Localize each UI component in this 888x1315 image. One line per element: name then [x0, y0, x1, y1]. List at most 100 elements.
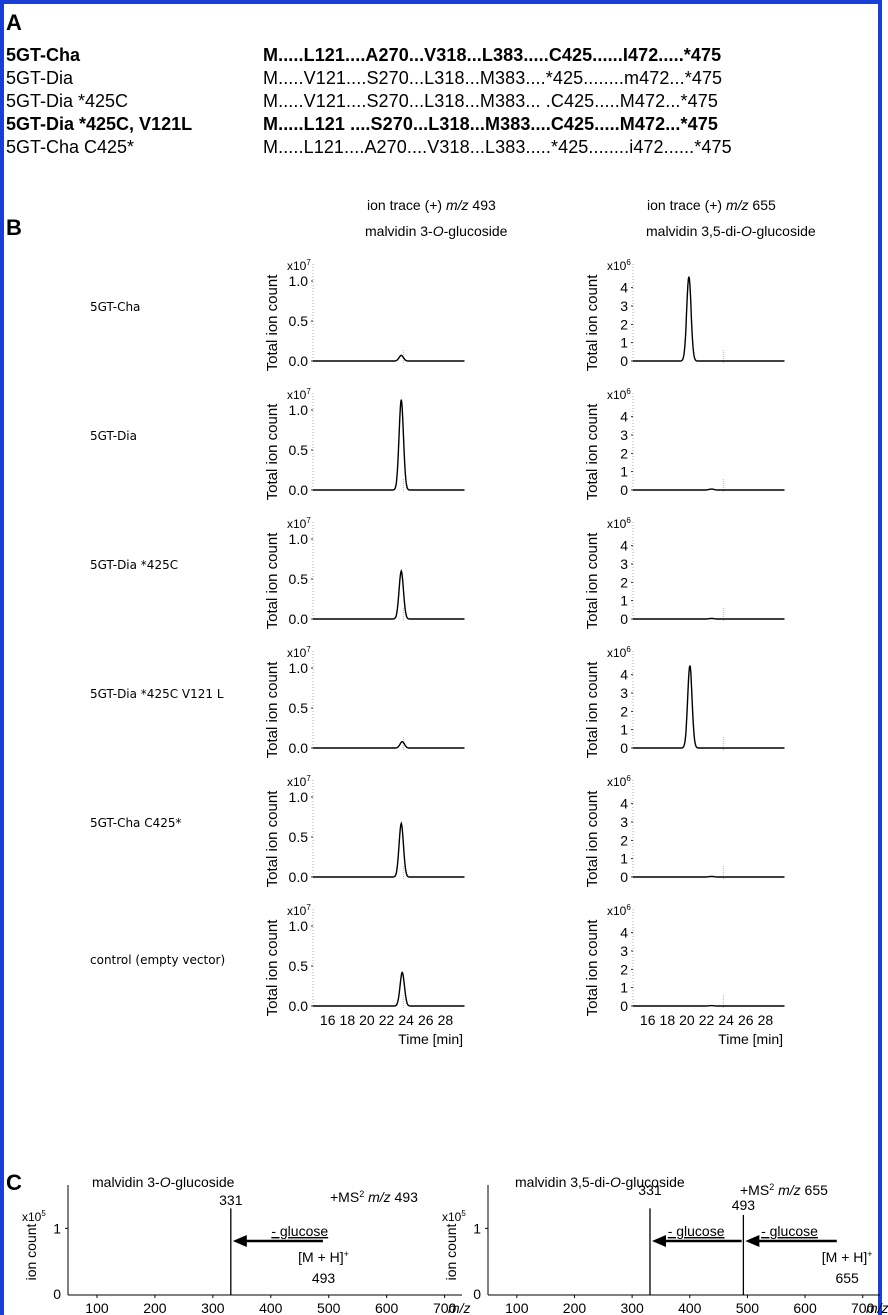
y-tick-label: 1.0 [289, 918, 309, 934]
row-label: 5GT-Cha C425* [90, 816, 182, 830]
y-scale-exponent: x107 [287, 903, 311, 918]
y-tick-label: 3 [620, 556, 628, 572]
y-tick-label: 3 [620, 814, 628, 830]
panel-label-b: B [6, 215, 22, 240]
trace-line [313, 354, 465, 362]
y-scale-exponent: x107 [287, 387, 311, 402]
ion-label: [M + H]+ [298, 1249, 349, 1265]
y-scale-exponent: x106 [607, 258, 631, 273]
x-axis-unit: m/z [448, 1300, 471, 1315]
column-header-1-line1: ion trace (+) m/z 493 [367, 197, 496, 213]
trace-line [313, 569, 465, 620]
x-tick-label: 500 [317, 1300, 341, 1315]
y-scale-exponent: x106 [607, 645, 631, 660]
panel-label-a: A [6, 10, 22, 35]
y-tick-label: 3 [620, 685, 628, 701]
y-tick-label: 0.0 [289, 611, 309, 627]
panel-b-charts: ion trace (+) m/z 493 malvidin 3-O-glucos… [90, 197, 816, 1047]
y-tick-label: 1 [620, 593, 628, 609]
y-tick-label: 0.0 [289, 482, 309, 498]
x-tick-label: 200 [143, 1300, 167, 1315]
y-tick-label: 1.0 [289, 789, 309, 805]
x-tick-label: 300 [620, 1300, 644, 1315]
construct-sequence: M.....L121....A270....V318...L383.....*4… [263, 137, 732, 157]
x-axis-unit: m/z [866, 1300, 888, 1315]
y-tick-label: 4 [620, 409, 628, 425]
x-tick-label: 20 [679, 1012, 695, 1028]
arrow-head [651, 1235, 666, 1247]
construct-name: 5GT-Dia *425C, V121L [6, 114, 193, 134]
y-tick-label: 0.5 [289, 700, 309, 716]
y-scale-exponent: x106 [607, 387, 631, 402]
y-axis-label: Total ion count [584, 790, 601, 888]
x-tick-label: 18 [660, 1012, 676, 1028]
y-axis-label: Total ion count [264, 532, 281, 630]
trace-line [313, 399, 465, 491]
x-tick-label: 100 [85, 1300, 109, 1315]
y-axis-label: Total ion count [584, 274, 601, 372]
panel-label-c: C [6, 1170, 22, 1195]
trace-line [313, 821, 465, 878]
x-tick-label: 600 [793, 1300, 817, 1315]
y-tick-label: 3 [620, 427, 628, 443]
row-label: 5GT-Dia *425C V121 L [90, 687, 224, 701]
x-tick-label: 22 [379, 1012, 395, 1028]
spectrum-title: malvidin 3-O-glucoside [92, 1174, 235, 1190]
construct-name: 5GT-Cha [6, 45, 81, 65]
ion-mz-label: 493 [312, 1270, 336, 1286]
y-tick-label: 0 [53, 1286, 61, 1302]
x-tick-label: 300 [201, 1300, 225, 1315]
y-tick-label: 0.0 [289, 869, 309, 885]
y-tick-label: 1 [620, 464, 628, 480]
arrow-label: - glucose [668, 1223, 725, 1239]
y-tick-label: 4 [620, 280, 628, 296]
y-tick-label: 0.5 [289, 958, 309, 974]
column-header-2-line1: ion trace (+) m/z 655 [647, 197, 776, 213]
y-tick-label: 2 [620, 703, 628, 719]
row-label: 5GT-Cha [90, 300, 140, 314]
x-tick-label: 28 [758, 1012, 774, 1028]
y-scale-exponent: x105 [22, 1209, 46, 1224]
y-axis-label: Total ion count [584, 532, 601, 630]
x-tick-label: 28 [438, 1012, 454, 1028]
x-tick-label: 18 [340, 1012, 356, 1028]
y-tick-label: 0 [620, 482, 628, 498]
y-scale-exponent: x106 [607, 516, 631, 531]
x-tick-label: 20 [359, 1012, 375, 1028]
row-label: 5GT-Dia *425C [90, 558, 178, 572]
y-tick-label: 1 [620, 722, 628, 738]
y-tick-label: 1 [473, 1220, 481, 1236]
arrow-label: - glucose [761, 1223, 818, 1239]
y-tick-label: 3 [620, 943, 628, 959]
y-tick-label: 4 [620, 796, 628, 812]
peak-label: 331 [219, 1192, 243, 1208]
arrow-head [745, 1235, 760, 1247]
y-scale-exponent: x106 [607, 903, 631, 918]
x-tick-label: 16 [640, 1012, 656, 1028]
y-axis-label: ion count [23, 1223, 39, 1280]
arrow-label: - glucose [271, 1223, 328, 1239]
y-axis-label: Total ion count [264, 661, 281, 759]
y-scale-exponent: x107 [287, 258, 311, 273]
y-tick-label: 0 [620, 611, 628, 627]
peak-label: 331 [638, 1182, 662, 1198]
trace-line [313, 740, 465, 749]
y-tick-label: 0.0 [289, 353, 309, 369]
construct-name: 5GT-Dia *425C [6, 91, 129, 111]
x-tick-label: 200 [563, 1300, 587, 1315]
x-tick-label: 600 [375, 1300, 399, 1315]
y-axis-label: Total ion count [584, 661, 601, 759]
y-tick-label: 0.5 [289, 829, 309, 845]
y-tick-label: 0.5 [289, 571, 309, 587]
ion-mz-label: 655 [835, 1270, 859, 1286]
x-tick-label: 16 [320, 1012, 336, 1028]
y-tick-label: 2 [620, 832, 628, 848]
y-scale-exponent: x106 [607, 774, 631, 789]
spectrum-title: malvidin 3,5-di-O-glucoside [515, 1174, 685, 1190]
trace-line [633, 276, 785, 362]
y-axis-label: Total ion count [264, 790, 281, 888]
y-tick-label: 3 [620, 298, 628, 314]
y-tick-label: 4 [620, 667, 628, 683]
